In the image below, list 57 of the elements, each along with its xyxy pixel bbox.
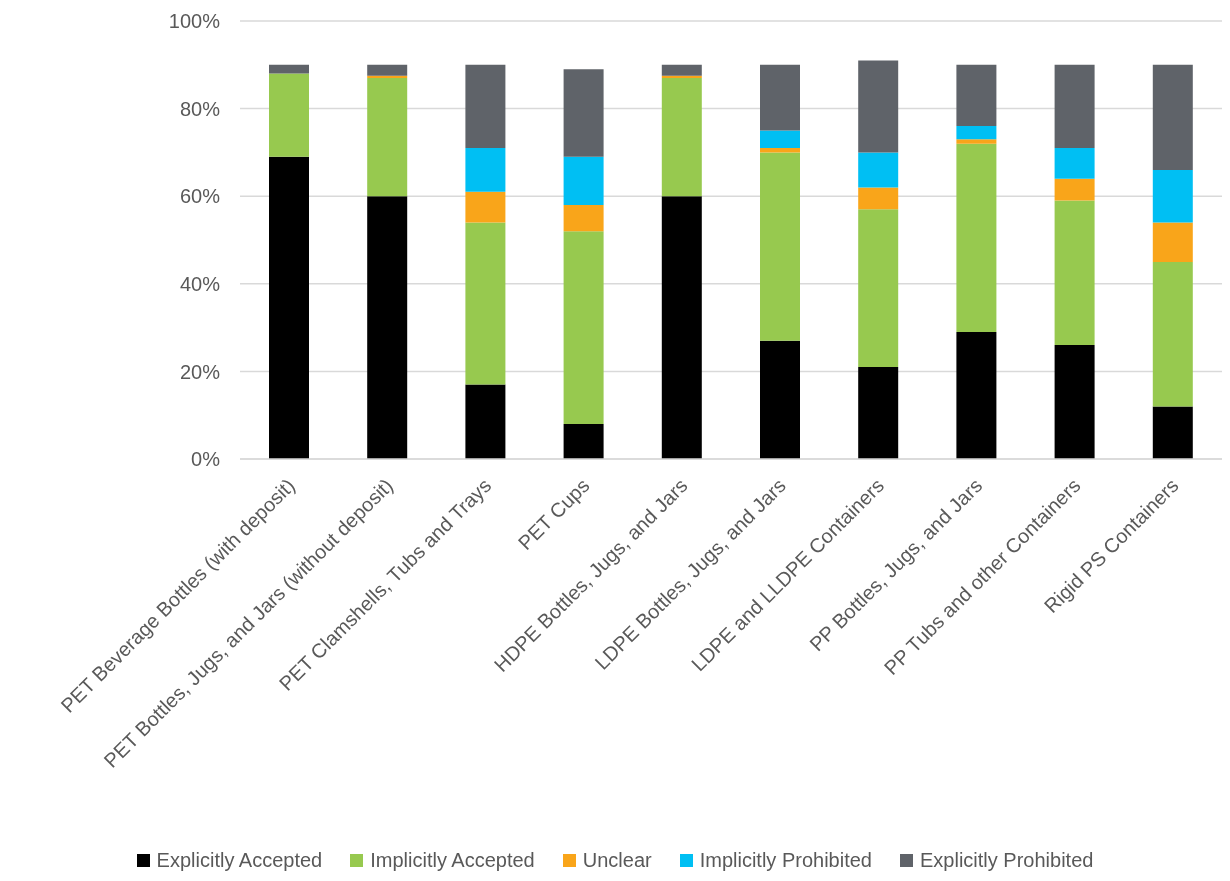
y-tick-label: 80% — [179, 97, 221, 120]
bar — [367, 77, 408, 197]
legend-label: Unclear — [581, 849, 652, 872]
bar — [1054, 178, 1095, 201]
bar — [1152, 406, 1193, 459]
bar — [858, 187, 899, 210]
legend-label: Implicitly Accepted — [369, 849, 535, 872]
bar — [1054, 64, 1095, 149]
bar — [1152, 222, 1193, 262]
bar — [661, 77, 702, 197]
bar — [1152, 261, 1193, 407]
bar — [760, 340, 800, 459]
y-tick-label: 0% — [191, 448, 221, 471]
bar — [858, 60, 899, 153]
bar — [367, 75, 408, 78]
bar — [1054, 345, 1095, 459]
bar — [1054, 148, 1095, 179]
bar — [956, 143, 997, 332]
bar — [760, 152, 800, 341]
bar — [858, 367, 899, 459]
bar — [1152, 64, 1193, 170]
bar — [269, 64, 309, 74]
bar — [465, 64, 506, 149]
bar — [1152, 169, 1193, 223]
y-tick-label: 100% — [168, 10, 221, 33]
bar — [465, 191, 506, 223]
bar — [661, 75, 702, 78]
bar — [956, 139, 997, 144]
bar — [367, 196, 408, 459]
legend-label: Implicitly Prohibited — [698, 849, 872, 872]
bar — [760, 148, 800, 153]
bar — [269, 73, 309, 157]
bar — [465, 384, 506, 459]
y-tick-label: 60% — [179, 185, 221, 208]
bar — [1054, 200, 1095, 346]
y-tick-label: 20% — [179, 360, 221, 383]
bar — [465, 222, 506, 385]
bar — [858, 209, 899, 368]
bar — [563, 423, 604, 459]
bar — [563, 204, 604, 232]
bar — [956, 64, 997, 127]
bar — [661, 64, 702, 76]
bar — [465, 148, 506, 192]
legend-label: Explicitly Prohibited — [918, 849, 1094, 872]
bar — [269, 156, 309, 459]
bar — [661, 196, 702, 459]
bar — [858, 152, 899, 188]
bar — [563, 231, 604, 424]
bar — [760, 64, 800, 131]
bar — [367, 64, 408, 76]
bar — [760, 130, 800, 149]
bar — [956, 126, 997, 140]
bar — [563, 69, 604, 157]
y-tick-label: 40% — [179, 272, 221, 295]
legend-label: Explicitly Accepted — [155, 849, 323, 872]
bar — [563, 156, 604, 205]
bar — [956, 331, 997, 459]
